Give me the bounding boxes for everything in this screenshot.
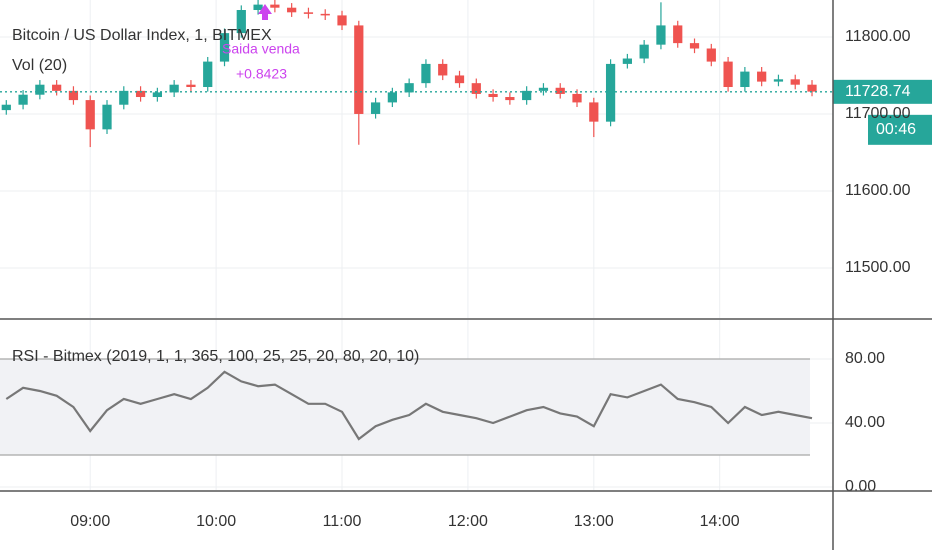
candle-body	[320, 13, 330, 16]
candle-body	[253, 4, 263, 11]
candle-body	[488, 93, 498, 98]
rsi-band	[0, 359, 810, 455]
candle-body	[471, 83, 481, 94]
countdown-box	[868, 114, 932, 145]
countdown-label: 00:46	[876, 121, 916, 138]
chart-title: Bitcoin / US Dollar Index, 1, BITMEX	[12, 27, 272, 44]
candle-body	[454, 75, 465, 84]
candle-body	[303, 12, 314, 14]
candle-body	[387, 92, 397, 103]
candle-body	[790, 79, 800, 85]
candles	[1, 0, 817, 148]
candle-body	[354, 25, 364, 114]
candle-body	[639, 44, 649, 59]
candle-body	[186, 84, 196, 88]
candle-body	[270, 4, 280, 8]
candle-body	[169, 84, 179, 93]
candle-body	[555, 87, 565, 94]
candle-body	[740, 71, 750, 88]
candle-body	[538, 87, 549, 91]
candle-body	[605, 63, 616, 122]
y-tick-label: 40.00	[845, 414, 885, 431]
candle-body	[723, 61, 733, 88]
indicator-label: Vol (20)	[12, 57, 67, 74]
y-tick-label: 11600.00	[845, 182, 911, 199]
candle-body	[572, 93, 582, 103]
candle-body	[589, 102, 599, 122]
y-tick-label: 11700.00	[845, 105, 911, 122]
annotation-text: Saida venda	[222, 41, 300, 57]
candle-body	[68, 90, 79, 101]
y-tick-label: 0.00	[845, 478, 876, 495]
candle-body	[370, 102, 381, 114]
candle-body	[287, 7, 297, 13]
candle-body	[18, 94, 28, 105]
candle-body	[35, 84, 45, 95]
candle-body	[505, 97, 515, 101]
candle-body	[438, 63, 448, 76]
candle-body	[404, 83, 414, 93]
y-tick-label: 80.00	[845, 350, 885, 367]
candle-body	[52, 84, 62, 91]
candle-body	[337, 15, 347, 26]
y-tick-label: 11800.00	[845, 28, 911, 45]
x-tick-label: 11:00	[323, 513, 362, 530]
x-tick-label: 13:00	[574, 513, 614, 530]
candle-body	[236, 10, 246, 34]
candle-body	[119, 90, 129, 105]
candle-body	[1, 104, 11, 111]
x-tick-label: 14:00	[700, 513, 740, 530]
y-tick-label: 11500.00	[845, 259, 911, 276]
annotation-arrow	[258, 4, 272, 20]
chart-title: RSI - Bitmex (2019, 1, 1, 365, 100, 25, …	[12, 348, 419, 365]
candle-body	[807, 84, 817, 92]
candle-body	[203, 61, 213, 88]
candle-body	[689, 43, 700, 49]
candle-body	[757, 71, 767, 82]
x-tick-label: 09:00	[70, 513, 110, 530]
candle-body	[656, 25, 666, 45]
candle-body	[85, 100, 95, 130]
x-tick-label: 12:00	[448, 513, 488, 530]
candle-body	[706, 48, 716, 62]
candle-body	[152, 92, 162, 98]
candle-body	[773, 79, 784, 82]
candle-body	[522, 90, 532, 101]
x-tick-label: 10:00	[196, 513, 236, 530]
candle-body	[421, 63, 431, 84]
candle-body	[102, 104, 112, 130]
candle-body	[673, 25, 683, 44]
candle-body	[135, 90, 146, 98]
candle-body	[219, 33, 230, 62]
candle-body	[622, 58, 632, 64]
rsi-line	[5, 370, 813, 441]
last-price-box	[833, 79, 932, 104]
annotation-text: +0.8423	[236, 66, 287, 82]
last-price-label: 11728.74	[845, 83, 911, 100]
